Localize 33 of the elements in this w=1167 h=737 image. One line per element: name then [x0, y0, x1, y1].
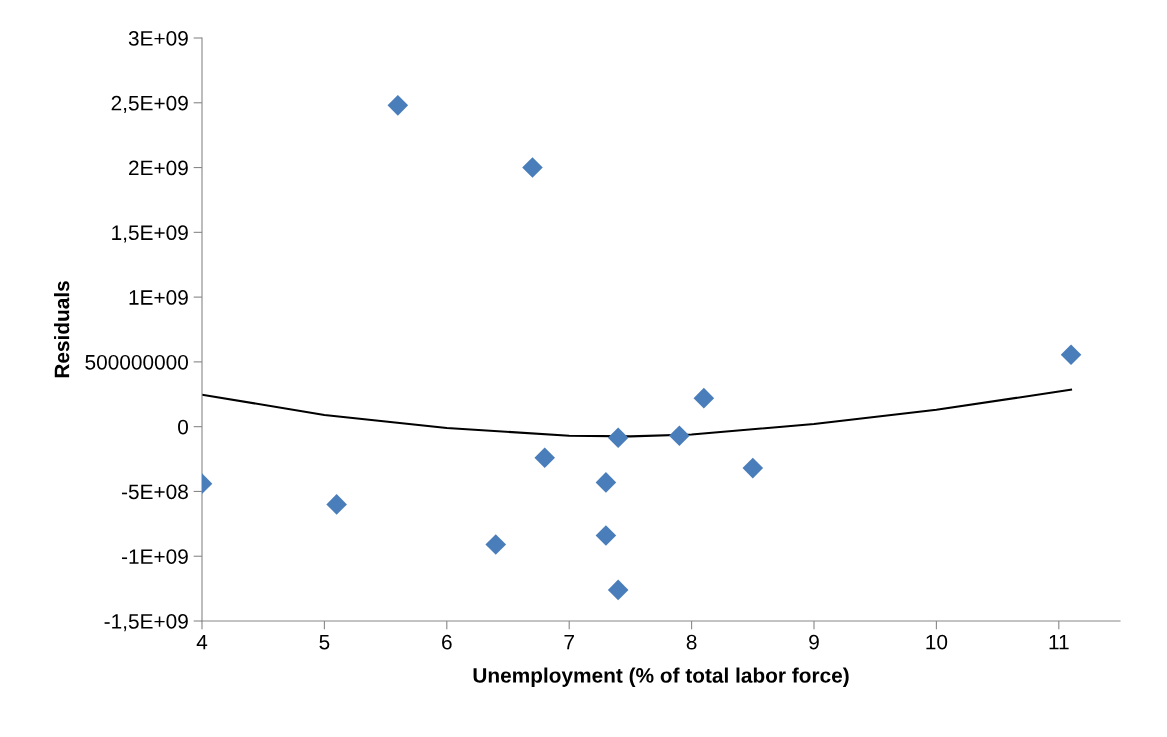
x-axis-title: Unemployment (% of total labor force): [473, 667, 849, 687]
point: [742, 457, 764, 479]
point: [693, 387, 715, 409]
x-tick-label: 5: [319, 634, 330, 650]
y-tick-label: 3E+09: [128, 31, 188, 46]
point: [607, 579, 629, 601]
point: [607, 427, 629, 448]
x-tick-label: 7: [564, 634, 574, 650]
x-tick-label: 6: [442, 634, 452, 650]
point: [387, 95, 409, 116]
y-tick-label: 1E+09: [129, 290, 188, 305]
y-axis-title: Residuals: [54, 281, 70, 378]
point: [1060, 344, 1082, 366]
point: [534, 447, 556, 469]
y-tick-label: 0: [178, 419, 188, 435]
point: [669, 425, 690, 447]
y-tick-label: -5E+08: [121, 484, 188, 500]
x-tick-label: 11: [1049, 634, 1069, 650]
x-tick-label: 4: [196, 634, 208, 650]
y-tick-label: -1E+09: [121, 549, 188, 564]
y-tick-label: 500000000: [85, 354, 188, 370]
point: [595, 525, 617, 546]
y-tick-label: 1,5E+09: [112, 225, 188, 243]
point: [522, 157, 543, 178]
y-tick-label: 2E+09: [129, 160, 188, 176]
x-tick-label: 8: [686, 634, 697, 650]
x-tick-label: 9: [809, 634, 819, 650]
point: [595, 472, 617, 493]
point: [326, 494, 347, 515]
x-tick-label: 10: [926, 634, 948, 650]
y-tick-label: -1,5E+09: [104, 614, 188, 632]
y-tick-label: 2,5E+09: [111, 95, 188, 113]
point: [485, 534, 507, 555]
